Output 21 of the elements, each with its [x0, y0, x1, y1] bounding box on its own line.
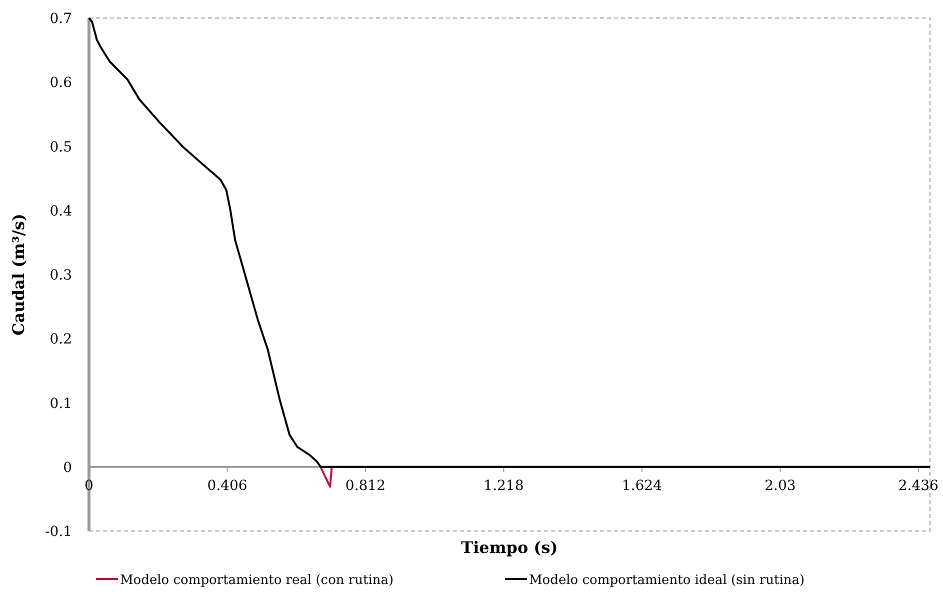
- x-tick-label: 0.406: [207, 478, 248, 494]
- x-tick-label: 1.218: [484, 478, 524, 494]
- y-tick-label: 0.6: [50, 75, 72, 92]
- x-tick-label: 2.436: [898, 478, 939, 494]
- x-tick-label: 0.812: [345, 478, 386, 494]
- x-tick-label: 0: [84, 478, 94, 494]
- y-tick-label: 0.7: [50, 11, 72, 27]
- y-tick-label: 0.2: [50, 332, 72, 348]
- legend-label: Modelo comportamiento real (con rutina): [120, 573, 394, 588]
- x-tick-label: 1.624: [622, 478, 662, 494]
- y-tick-label: 0: [63, 460, 72, 476]
- x-tick-label: 2.03: [764, 478, 796, 494]
- y-tick-label: 0.5: [50, 139, 72, 156]
- legend-label: Modelo comportamiento ideal (sin rutina): [529, 573, 805, 588]
- y-tick-label: -0.1: [45, 524, 72, 540]
- line-series: [88, 17, 931, 468]
- x-axis-title: Tiempo (s): [461, 538, 558, 557]
- y-tick-label: 0.3: [50, 268, 72, 284]
- y-tick-label: 0.4: [50, 203, 72, 220]
- y-tick-label: 0.1: [50, 396, 72, 412]
- y-axis-title: Caudal (m³/s): [9, 214, 28, 336]
